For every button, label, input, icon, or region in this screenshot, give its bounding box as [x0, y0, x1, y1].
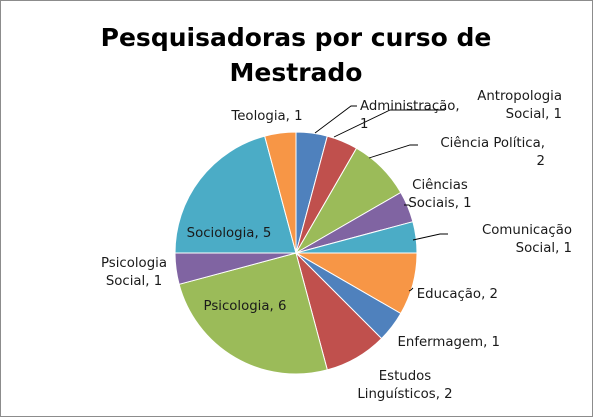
slice-label-line: Linguísticos, 2 — [357, 386, 452, 402]
leader-line — [408, 287, 414, 292]
slice-label-line: Enfermagem, 1 — [397, 335, 500, 350]
slice-label: Ciência Política, 2 — [440, 135, 545, 169]
pie-slice — [178, 252, 328, 375]
slice-label-line: Sociologia, 5 — [187, 226, 272, 241]
slice-label: Comunicação Social, 1 — [482, 223, 572, 256]
leader-line — [368, 144, 418, 159]
slice-label-line: Ciência Política, — [440, 135, 545, 151]
leader-line — [404, 204, 412, 208]
slice-label-line: Comunicação — [482, 223, 572, 238]
leader-line — [333, 109, 445, 138]
slice-label-line: 2 — [537, 154, 545, 169]
slice-label-line: Psicologia, 6 — [204, 299, 287, 314]
chart-title-line-2: Mestrado — [230, 58, 363, 87]
slice-label-line: Psicologia — [101, 256, 167, 271]
leader-line — [412, 233, 448, 241]
slice-label: Teologia, 1 — [230, 109, 302, 124]
slice-label: Ciências Sociais, 1 — [408, 177, 471, 211]
chart-title-line-1: Pesquisadoras por curso de — [101, 23, 492, 52]
slice-label: Enfermagem, 1 — [397, 335, 500, 350]
slice-label-line: Ciências — [412, 177, 468, 193]
pie-slice — [264, 131, 297, 254]
slice-label-line: Social, 1 — [506, 107, 562, 122]
slice-label-line: Sociais, 1 — [408, 196, 471, 211]
slice-label: Antropologia Social, 1 — [477, 89, 562, 122]
slice-label: Psicologia Social, 1 — [101, 256, 167, 289]
slice-label: Psicologia, 6 — [204, 299, 287, 314]
slice-label: Administração, 1 — [360, 99, 460, 132]
slice-label-line: Social, 1 — [106, 274, 162, 289]
slice-label-line: Administração, — [360, 99, 460, 114]
slice-label-line: Social, 1 — [516, 241, 572, 256]
leader-line — [314, 105, 357, 134]
slice-label: Sociologia, 5 — [187, 226, 272, 241]
slice-label: Educação, 2 — [417, 287, 498, 302]
slice-label-line: 1 — [360, 117, 368, 132]
slice-label-line: Educação, 2 — [417, 287, 498, 302]
slice-label-line: Teologia, 1 — [230, 109, 302, 124]
pie-slice — [174, 135, 297, 254]
slice-label-line: Antropologia — [477, 89, 562, 104]
slice-label: Estudos Linguísticos, 2 — [357, 369, 452, 402]
slice-label-line: Estudos — [379, 369, 432, 384]
